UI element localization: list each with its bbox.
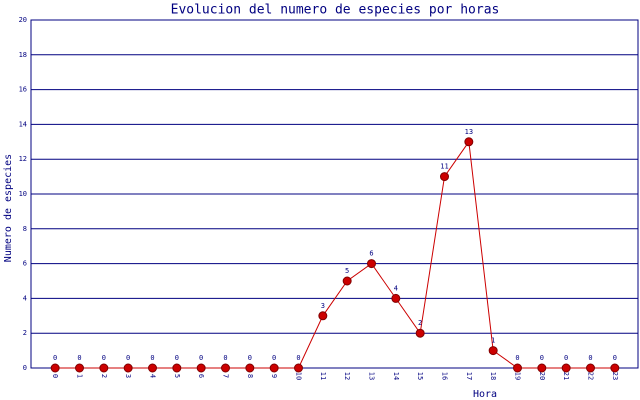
data-label: 1 — [491, 337, 495, 345]
y-tick-label: 14 — [19, 120, 27, 128]
data-point — [318, 311, 328, 321]
data-point — [440, 172, 449, 182]
x-tick-label: 10 — [295, 372, 303, 380]
y-tick-label: 18 — [19, 51, 27, 59]
x-tick-label: 8 — [246, 374, 254, 378]
data-label: 0 — [175, 354, 179, 362]
data-point — [75, 363, 84, 373]
data-point — [196, 363, 206, 373]
x-tick-label: 1 — [76, 374, 84, 378]
data-point — [415, 328, 425, 338]
data-point — [342, 276, 352, 286]
data-point — [221, 363, 230, 373]
x-tick-label: 17 — [465, 372, 473, 380]
data-point — [367, 259, 376, 269]
x-tick-label: 20 — [538, 372, 546, 380]
data-label: 0 — [126, 354, 130, 362]
data-label: 0 — [53, 354, 57, 362]
data-label: 4 — [394, 284, 398, 292]
y-axis-label: Numero de especies — [3, 154, 14, 262]
chart-title: Evolucion del numero de especies por hor… — [171, 3, 500, 18]
y-tick-label: 16 — [19, 86, 27, 94]
data-point — [99, 363, 109, 373]
y-tick-label: 8 — [23, 225, 27, 233]
x-tick-label: 4 — [149, 374, 157, 378]
data-label: 0 — [296, 354, 300, 362]
x-tick-label: 19 — [514, 372, 522, 380]
data-label: 13 — [465, 128, 473, 136]
y-tick-label: 0 — [23, 364, 27, 372]
x-tick-label: 22 — [587, 372, 595, 380]
data-label: 6 — [369, 250, 373, 258]
data-label: 0 — [223, 354, 227, 362]
y-tick-label: 20 — [19, 16, 27, 24]
data-label: 0 — [150, 354, 154, 362]
y-tick-label: 6 — [23, 260, 27, 268]
data-point — [561, 363, 571, 373]
data-point — [610, 363, 620, 373]
y-tick-label: 2 — [23, 329, 27, 337]
x-tick-label: 7 — [222, 374, 230, 378]
x-tick-label: 21 — [562, 372, 570, 380]
data-label: 3 — [321, 302, 325, 310]
x-tick-label: 0 — [51, 374, 59, 378]
data-point — [123, 363, 133, 373]
x-tick-label: 18 — [489, 372, 497, 380]
data-point — [294, 363, 303, 373]
x-tick-label: 23 — [611, 372, 619, 380]
data-label: 0 — [77, 354, 81, 362]
x-axis-label: Hora — [473, 389, 497, 400]
data-label: 0 — [102, 354, 106, 362]
data-label: 0 — [564, 354, 568, 362]
x-tick-label: 15 — [416, 372, 424, 380]
x-tick-label: 14 — [392, 372, 400, 380]
data-point — [586, 363, 595, 373]
data-label: 11 — [440, 163, 448, 171]
x-tick-label: 12 — [343, 372, 351, 380]
data-label: 2 — [418, 319, 422, 327]
data-label: 0 — [272, 354, 276, 362]
x-tick-label: 6 — [197, 374, 205, 378]
data-point — [513, 363, 522, 373]
data-label: 0 — [199, 354, 203, 362]
data-point — [537, 363, 547, 373]
x-tick-label: 2 — [100, 374, 108, 378]
data-point — [245, 363, 255, 373]
x-tick-label: 16 — [441, 372, 449, 380]
data-label: 0 — [248, 354, 252, 362]
data-label: 0 — [588, 354, 592, 362]
x-tick-label: 5 — [173, 374, 181, 378]
data-point — [391, 293, 401, 303]
x-tick-label: 3 — [124, 374, 132, 378]
data-point — [50, 363, 60, 373]
data-point — [488, 346, 498, 356]
data-label: 0 — [515, 354, 519, 362]
y-tick-label: 4 — [23, 294, 27, 302]
x-tick-label: 9 — [270, 374, 278, 378]
x-tick-label: 11 — [319, 372, 327, 380]
y-tick-label: 12 — [19, 155, 27, 163]
data-label: 5 — [345, 267, 349, 275]
data-point — [269, 363, 279, 373]
x-tick-label: 13 — [368, 372, 376, 380]
y-tick-label: 10 — [19, 190, 27, 198]
data-point — [148, 363, 157, 373]
data-label: 0 — [540, 354, 544, 362]
data-label: 0 — [613, 354, 617, 362]
data-point — [172, 363, 182, 373]
data-point — [464, 137, 474, 147]
